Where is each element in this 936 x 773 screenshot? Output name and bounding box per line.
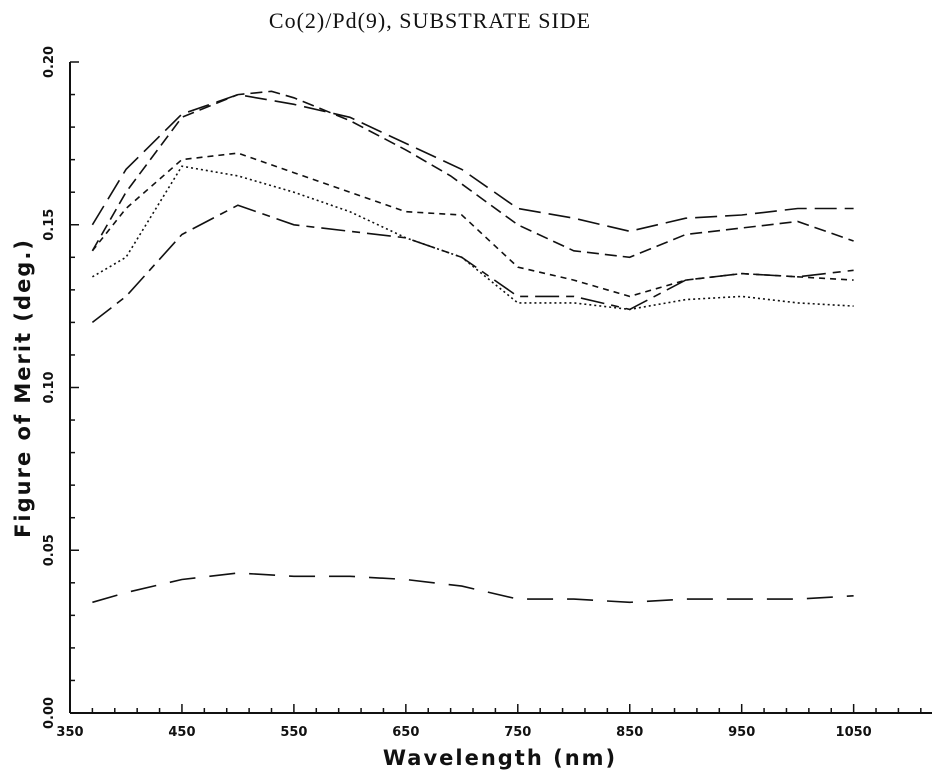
series-line-4 [91,165,854,311]
x-tick-label: 650 [392,725,419,740]
x-tick-label: 950 [728,725,755,740]
x-tick-label: 450 [168,725,195,740]
y-tick-label: 0.10 [42,371,57,403]
series-line-2 [91,90,854,259]
y-axis-label: Figure of Merit (deg.) [11,238,35,538]
y-tick-label: 0.00 [42,697,57,729]
y-tick-label: 0.15 [42,209,57,241]
series-line-1 [91,93,854,233]
x-tick-label: 550 [280,725,307,740]
series-line-5 [91,204,854,324]
series-lines [91,90,854,604]
x-axis-label: Wavelength (nm) [383,746,617,770]
tick-marks [69,61,922,714]
x-tick-label: 1050 [836,725,872,740]
series-line-3 [91,152,854,298]
series-line-6 [92,572,854,604]
y-tick-label: 0.05 [42,534,57,566]
x-tick-labels: 350 450 550 650 750 850 950 1050 [56,725,871,740]
y-tick-label: 0.20 [42,46,57,78]
x-tick-label: 850 [616,725,643,740]
x-tick-label: 750 [504,725,531,740]
chart-title: Co(2)/Pd(9), SUBSTRATE SIDE [269,8,591,33]
axes [69,62,932,714]
y-tick-labels: 0.00 0.05 0.10 0.15 0.20 [42,46,57,729]
x-tick-label: 350 [56,725,83,740]
